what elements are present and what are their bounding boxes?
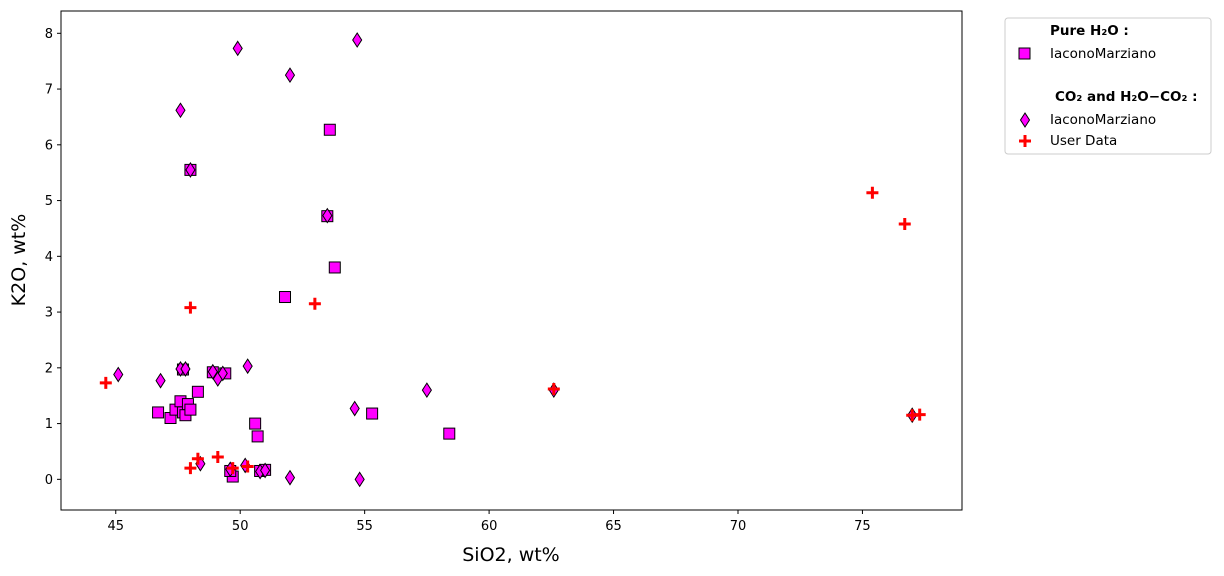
data-point-diamond: [349, 400, 360, 417]
y-tick-label: 8: [45, 27, 53, 42]
data-point-diamond: [207, 363, 218, 380]
data-point-square: [366, 407, 379, 420]
data-point-diamond: [175, 102, 186, 119]
data-point-plus: [99, 376, 112, 389]
x-axis-title: SiO2, wt%: [462, 544, 560, 566]
y-tick-label: 3: [45, 306, 53, 321]
data-point-plus: [191, 452, 204, 465]
x-tick-label: 45: [107, 519, 124, 534]
legend-heading-co2-h2o: CO₂ and H₂O−CO₂ :: [1055, 89, 1197, 105]
data-point-square: [249, 417, 262, 430]
data-points: [99, 32, 926, 488]
legend-label-iaconomarziano-h2o: IaconoMarziano: [1050, 46, 1156, 62]
data-point-square: [191, 385, 204, 398]
data-point-plus: [308, 297, 321, 310]
data-point-plus: [898, 217, 911, 230]
data-point-diamond: [259, 462, 271, 479]
data-point-plus: [226, 462, 239, 475]
x-tick-label: 50: [232, 519, 249, 534]
y-tick-label: 7: [45, 83, 53, 98]
data-point-plus: [547, 383, 560, 396]
data-point-diamond: [217, 365, 228, 382]
legend-marker-square: [1018, 47, 1031, 60]
x-tick-label: 70: [730, 519, 747, 534]
data-point-diamond: [284, 469, 296, 486]
data-point-plus: [913, 408, 926, 421]
data-point-diamond: [322, 207, 333, 224]
x-tick-label: 60: [481, 519, 498, 534]
data-point-plus: [184, 462, 197, 475]
legend: Pure H₂O : IaconoMarziano CO₂ and H₂O−CO…: [1004, 17, 1212, 155]
x-tick-label: 55: [356, 519, 373, 534]
data-point-square: [323, 123, 336, 136]
data-point-square: [152, 406, 165, 419]
data-point-plus: [211, 451, 224, 464]
plot-area: [60, 10, 963, 511]
y-tick-label: 1: [45, 417, 53, 432]
legend-heading-pure-h2o: Pure H₂O :: [1050, 23, 1129, 39]
data-point-square: [184, 403, 197, 416]
data-point-plus: [184, 301, 197, 314]
data-point-diamond: [352, 32, 363, 48]
legend-frame: [1004, 17, 1212, 155]
data-point-diamond: [155, 372, 166, 389]
y-axis-title: K2O, wt%: [8, 214, 30, 307]
y-axis: 0 1 2 3 4 5 6 7 8: [45, 27, 61, 488]
legend-marker-diamond: [1019, 112, 1031, 128]
legend-label-iaconomarziano-co2: IaconoMarziano: [1050, 112, 1156, 128]
data-point-square: [279, 291, 292, 304]
data-point-diamond: [354, 471, 365, 488]
legend-marker-plus: [1019, 135, 1031, 147]
y-tick-label: 5: [45, 194, 53, 209]
x-tick-label: 75: [854, 519, 871, 534]
data-point-diamond: [242, 358, 253, 375]
x-tick-label: 65: [605, 519, 622, 534]
y-tick-label: 0: [45, 473, 53, 488]
data-point-diamond: [113, 366, 124, 383]
y-tick-label: 2: [45, 361, 53, 376]
legend-label-user-data: User Data: [1050, 133, 1117, 149]
data-point-diamond: [185, 161, 196, 178]
data-point-diamond: [284, 67, 296, 84]
data-point-diamond: [421, 382, 432, 399]
data-point-diamond: [180, 361, 191, 377]
y-tick-label: 4: [45, 250, 53, 265]
data-point-square: [328, 261, 341, 274]
data-point-diamond: [232, 40, 243, 57]
data-point-square: [251, 430, 264, 443]
data-point-plus: [866, 186, 879, 199]
x-axis: 45 50 55 60 65 70 75: [107, 510, 871, 534]
y-tick-label: 6: [45, 138, 53, 153]
data-point-square: [443, 427, 456, 440]
data-point-plus: [241, 460, 254, 473]
